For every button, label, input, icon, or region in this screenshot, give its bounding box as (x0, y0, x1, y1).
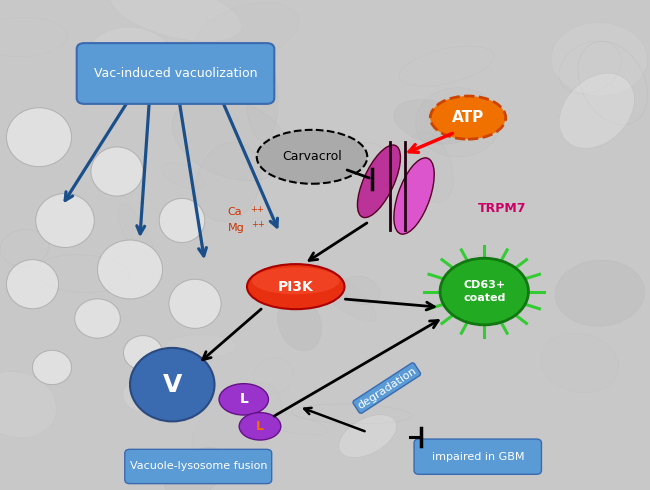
Ellipse shape (246, 51, 278, 141)
Ellipse shape (555, 260, 645, 326)
Ellipse shape (195, 2, 298, 64)
Text: Carvacrol: Carvacrol (282, 150, 342, 163)
Ellipse shape (6, 108, 72, 167)
Ellipse shape (578, 41, 647, 124)
Ellipse shape (416, 88, 500, 157)
Ellipse shape (339, 415, 396, 458)
Ellipse shape (123, 377, 168, 413)
Ellipse shape (292, 404, 411, 424)
Ellipse shape (257, 130, 367, 184)
Text: L: L (239, 392, 248, 406)
Ellipse shape (540, 333, 618, 393)
Ellipse shape (110, 0, 242, 42)
Ellipse shape (252, 267, 339, 294)
Text: PI3K: PI3K (278, 280, 313, 294)
Ellipse shape (98, 240, 162, 299)
Ellipse shape (394, 99, 471, 144)
Ellipse shape (165, 447, 227, 490)
Ellipse shape (192, 382, 281, 469)
Ellipse shape (254, 358, 294, 394)
Ellipse shape (559, 73, 634, 148)
Text: L: L (256, 420, 264, 433)
Ellipse shape (6, 260, 58, 309)
Ellipse shape (161, 162, 204, 189)
Ellipse shape (551, 23, 647, 96)
Ellipse shape (399, 46, 494, 86)
Ellipse shape (0, 371, 57, 438)
Text: ATP: ATP (452, 110, 484, 125)
Ellipse shape (247, 411, 328, 435)
Ellipse shape (169, 279, 221, 328)
Ellipse shape (304, 263, 376, 322)
Text: Vac-induced vacuolization: Vac-induced vacuolization (94, 67, 257, 80)
Ellipse shape (394, 158, 434, 234)
Ellipse shape (36, 194, 94, 247)
Ellipse shape (85, 27, 174, 94)
Text: degradation: degradation (356, 366, 418, 411)
FancyBboxPatch shape (414, 439, 541, 474)
Text: V: V (162, 373, 182, 396)
Ellipse shape (0, 17, 67, 57)
Ellipse shape (159, 198, 205, 243)
Ellipse shape (358, 145, 400, 218)
Ellipse shape (459, 255, 510, 306)
Ellipse shape (172, 97, 290, 180)
Ellipse shape (408, 132, 453, 202)
Ellipse shape (91, 147, 143, 196)
Ellipse shape (559, 41, 621, 94)
Circle shape (440, 258, 528, 325)
Ellipse shape (343, 276, 380, 304)
Text: ++: ++ (250, 205, 264, 214)
FancyBboxPatch shape (77, 43, 274, 104)
Ellipse shape (247, 264, 344, 309)
Ellipse shape (359, 142, 405, 181)
Ellipse shape (239, 413, 281, 440)
Text: impaired in GBM: impaired in GBM (432, 452, 524, 462)
Ellipse shape (32, 350, 72, 385)
Text: Ca: Ca (227, 207, 242, 217)
Ellipse shape (196, 142, 261, 221)
Ellipse shape (75, 299, 120, 338)
Text: Mg: Mg (227, 223, 244, 233)
Text: TRPM7: TRPM7 (478, 202, 526, 215)
Text: ++: ++ (252, 220, 265, 229)
FancyBboxPatch shape (125, 449, 272, 484)
Ellipse shape (219, 384, 268, 415)
Ellipse shape (130, 348, 214, 421)
Text: CD63+
coated: CD63+ coated (463, 280, 506, 303)
Ellipse shape (118, 204, 157, 272)
Ellipse shape (278, 295, 322, 351)
Text: Vacuole-lysosome fusion: Vacuole-lysosome fusion (129, 462, 267, 471)
Ellipse shape (0, 229, 49, 266)
Ellipse shape (124, 336, 162, 370)
Ellipse shape (34, 255, 130, 293)
Ellipse shape (430, 96, 506, 139)
